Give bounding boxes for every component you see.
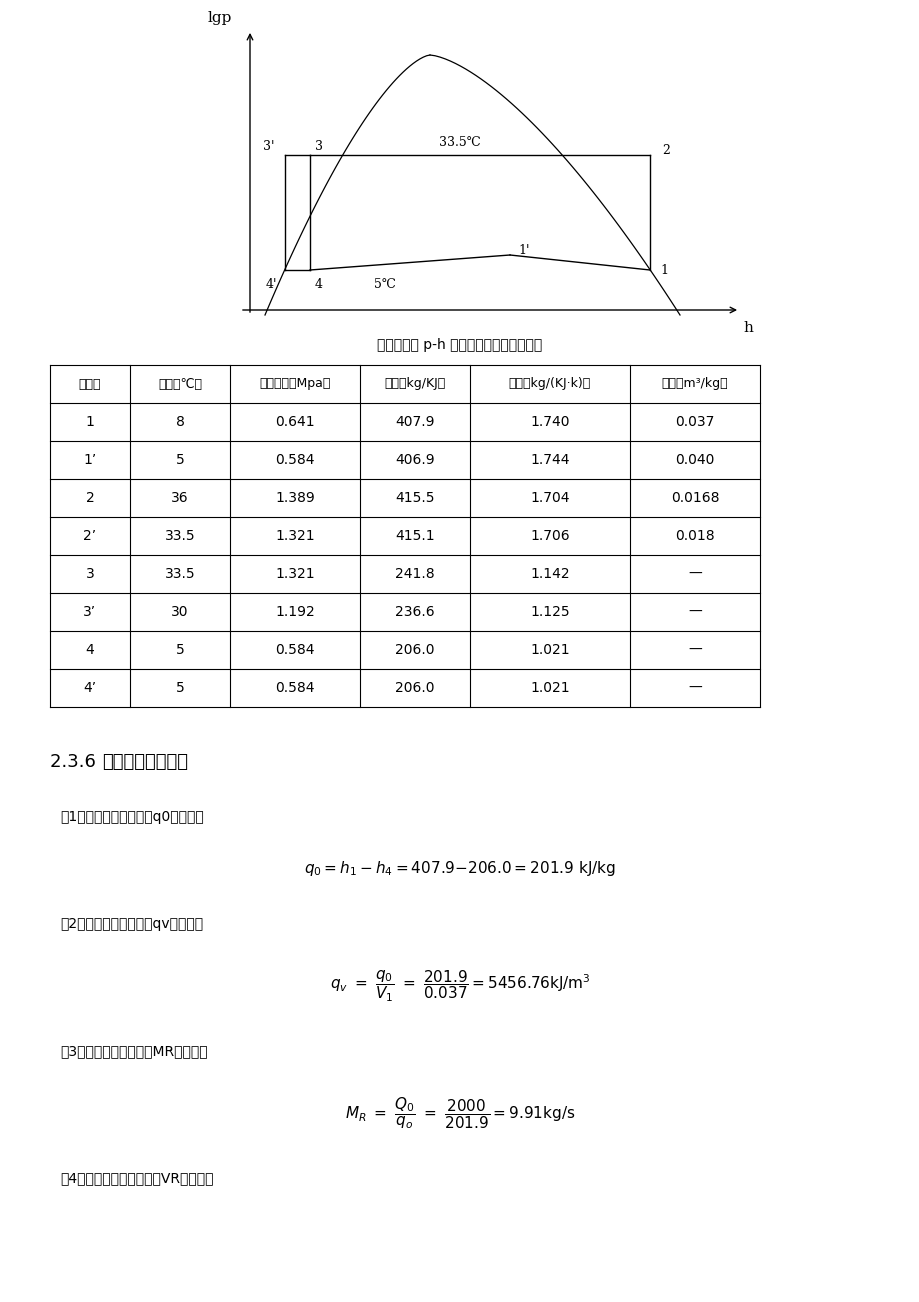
Text: 415.1: 415.1 (395, 529, 435, 543)
Text: 5: 5 (176, 453, 184, 467)
Text: 30: 30 (171, 605, 188, 618)
Text: lgp: lgp (208, 10, 232, 25)
Text: 比熸（kg/KJ）: 比熸（kg/KJ） (384, 378, 445, 391)
Text: 温度（℃）: 温度（℃） (158, 378, 202, 391)
Text: 4': 4' (266, 277, 277, 290)
Text: 3': 3' (263, 141, 275, 154)
Text: （4）制冷剂的体积流量（VR）的计算: （4）制冷剂的体积流量（VR）的计算 (60, 1170, 213, 1185)
Text: 0.641: 0.641 (275, 415, 314, 428)
Text: 5: 5 (176, 643, 184, 658)
Text: 33.5℃: 33.5℃ (438, 137, 481, 150)
Text: 1.021: 1.021 (529, 643, 569, 658)
Text: —: — (687, 681, 701, 695)
Text: 4: 4 (85, 643, 95, 658)
Text: —: — (687, 643, 701, 658)
Text: 1: 1 (659, 263, 667, 276)
Text: （3）制冷剂质量流量（MR）的计算: （3）制冷剂质量流量（MR）的计算 (60, 1044, 208, 1059)
Text: 3: 3 (85, 566, 95, 581)
Text: 0.584: 0.584 (275, 681, 314, 695)
Text: 8: 8 (176, 415, 184, 428)
Text: 36: 36 (171, 491, 188, 505)
Text: 1.125: 1.125 (529, 605, 569, 618)
Text: —: — (687, 566, 701, 581)
Text: 2’: 2’ (84, 529, 96, 543)
Text: 2: 2 (662, 143, 669, 156)
Text: 3’: 3’ (84, 605, 96, 618)
Text: 1.021: 1.021 (529, 681, 569, 695)
Text: 206.0: 206.0 (395, 643, 435, 658)
Text: 5℃: 5℃ (374, 277, 395, 290)
Text: 根据绘制的 p-h 图查表求得各状态参数：: 根据绘制的 p-h 图查表求得各状态参数： (377, 339, 542, 352)
Text: 比容（m³/kg）: 比容（m³/kg） (661, 378, 728, 391)
Text: 4’: 4’ (84, 681, 96, 695)
Text: 1.704: 1.704 (529, 491, 569, 505)
Text: 1.142: 1.142 (529, 566, 569, 581)
Text: 1.744: 1.744 (529, 453, 569, 467)
Text: h: h (743, 322, 752, 335)
Text: 4: 4 (314, 277, 323, 290)
Text: 407.9: 407.9 (395, 415, 435, 428)
Text: 0.040: 0.040 (675, 453, 714, 467)
Text: 33.5: 33.5 (165, 529, 195, 543)
Text: 241.8: 241.8 (395, 566, 435, 581)
Text: 2: 2 (85, 491, 95, 505)
Text: 1.740: 1.740 (529, 415, 569, 428)
Text: 206.0: 206.0 (395, 681, 435, 695)
Text: 1.389: 1.389 (275, 491, 314, 505)
Text: 415.5: 415.5 (395, 491, 435, 505)
Text: 1: 1 (85, 415, 95, 428)
Text: 0.584: 0.584 (275, 643, 314, 658)
Text: 1.706: 1.706 (529, 529, 569, 543)
Text: 制冷系统热力计算: 制冷系统热力计算 (102, 753, 187, 771)
Text: 比熹（kg/(KJ·k)）: 比熹（kg/(KJ·k)） (508, 378, 591, 391)
Text: $q_v\ =\ \dfrac{q_0}{V_1}\ =\ \dfrac{201.9}{0.037}\mathrm{=}5456.76\mathrm{kJ/m^: $q_v\ =\ \dfrac{q_0}{V_1}\ =\ \dfrac{201… (329, 969, 590, 1004)
Text: 绝对压力（Mpa）: 绝对压力（Mpa） (259, 378, 330, 391)
Text: 1': 1' (517, 243, 529, 256)
Text: 0.037: 0.037 (675, 415, 714, 428)
Text: （1）单位质量制冷量（q0）的计算: （1）单位质量制冷量（q0）的计算 (60, 810, 203, 824)
Text: 3: 3 (314, 141, 323, 154)
Text: 0.018: 0.018 (675, 529, 714, 543)
Text: $M_R\ =\ \dfrac{Q_0}{q_o}\ =\ \dfrac{2000}{201.9}\mathrm{=}9.91\mathrm{kg/s}$: $M_R\ =\ \dfrac{Q_0}{q_o}\ =\ \dfrac{200… (345, 1095, 574, 1130)
Text: 0.0168: 0.0168 (670, 491, 719, 505)
Text: （2）单位容积制冷量（qv）的计算: （2）单位容积制冷量（qv）的计算 (60, 917, 203, 931)
Text: —: — (687, 605, 701, 618)
Text: $q_0 = h_1 - h_4 = 407.9\mathrm{-}206.0\mathrm{=}201.9\ \mathrm{kJ/kg}$: $q_0 = h_1 - h_4 = 407.9\mathrm{-}206.0\… (303, 859, 616, 879)
Text: 406.9: 406.9 (395, 453, 435, 467)
Text: 状态点: 状态点 (79, 378, 101, 391)
Text: 1.192: 1.192 (275, 605, 314, 618)
Text: 33.5: 33.5 (165, 566, 195, 581)
Text: 2.3.6: 2.3.6 (50, 753, 101, 771)
Text: 236.6: 236.6 (395, 605, 435, 618)
Text: 5: 5 (176, 681, 184, 695)
Text: 1’: 1’ (84, 453, 96, 467)
Text: 1.321: 1.321 (275, 529, 314, 543)
Text: 0.584: 0.584 (275, 453, 314, 467)
Text: 1.321: 1.321 (275, 566, 314, 581)
